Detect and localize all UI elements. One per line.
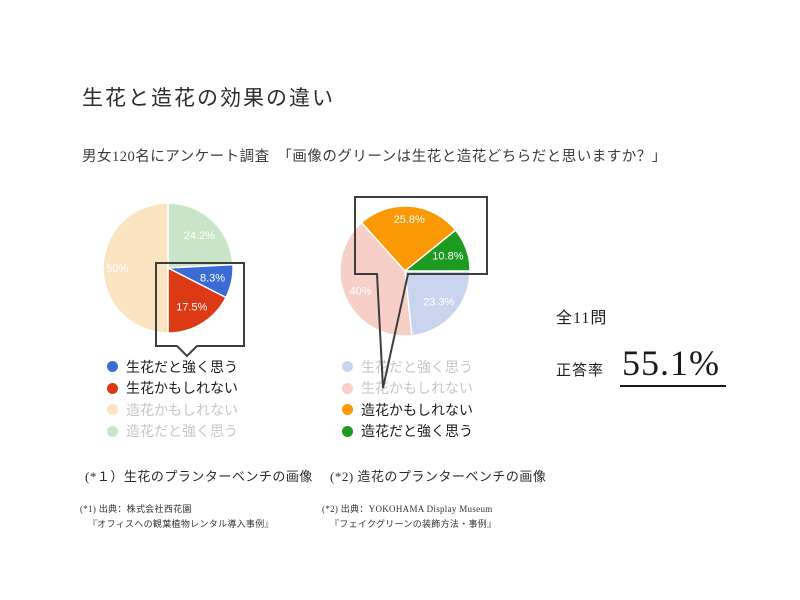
legend-label: 造花だと強く思う xyxy=(126,423,238,440)
legend-item: 造花だと強く思う xyxy=(107,421,238,443)
legend-dot xyxy=(342,382,353,394)
legend-label: 生花だと強く思う xyxy=(361,358,473,375)
footnote-line: (*2) 出典：YOKOHAMA Display Museum xyxy=(322,504,493,514)
legend-fresh-image: 生花だと強く思う 生花かもしれない 造花かもしれない 造花だと強く思う xyxy=(107,356,238,442)
correct-rate-label: 正答率 xyxy=(556,363,605,379)
legend-dot xyxy=(107,425,118,437)
correct-rate-block: 正答率 55.1% xyxy=(556,342,727,387)
pie-slice-value-label: 10.8% xyxy=(432,251,463,263)
legend-item: 造花かもしれない xyxy=(342,399,473,421)
legend-dot xyxy=(107,361,118,373)
legend-dot xyxy=(342,361,353,373)
footnote-source-right: (*2) 出典：YOKOHAMA Display Museum 『フェイクグリー… xyxy=(322,502,496,532)
legend-item: 造花かもしれない xyxy=(107,399,238,421)
legend-item: 生花だと強く思う xyxy=(342,356,473,378)
legend-dot xyxy=(342,425,353,437)
legend-dot xyxy=(342,404,353,416)
legend-label: 生花だと強く思う xyxy=(126,358,238,375)
caption-artificial-image: (*2) 造花のプランターベンチの画像 xyxy=(330,469,547,484)
pie-slice-value-label: 50% xyxy=(106,263,128,275)
legend-artificial-image: 生花だと強く思う 生花かもしれない 造花かもしれない 造花だと強く思う xyxy=(342,356,473,442)
pie-slice xyxy=(102,202,169,334)
footnote-line: 『オフィスへの観葉植物レンタル導入事例』 xyxy=(88,519,274,529)
footnote-source-left: (*1) 出典：株式会社西花園 『オフィスへの観葉植物レンタル導入事例』 xyxy=(80,502,274,532)
pie-slice-value-label: 40% xyxy=(349,286,371,298)
legend-item: 生花だと強く思う xyxy=(107,356,238,378)
legend-label: 生花かもしれない xyxy=(361,380,473,397)
pie-slice-value-label: 25.8% xyxy=(394,214,425,226)
legend-label: 造花かもしれない xyxy=(361,401,473,418)
legend-label: 生花かもしれない xyxy=(126,380,238,397)
pie-chart-fresh-image: 24.2% 8.3% 17.5% 50% xyxy=(102,202,234,334)
footnote-line: (*1) 出典：株式会社西花園 xyxy=(80,504,192,514)
legend-label: 造花かもしれない xyxy=(126,401,238,418)
total-questions-text: 全11問 xyxy=(556,310,608,327)
pie-slice-value-label: 17.5% xyxy=(176,302,207,314)
footnote-line: 『フェイクグリーンの装飾方法・事例』 xyxy=(330,519,497,529)
legend-label: 造花だと強く思う xyxy=(361,423,473,440)
survey-question-text: 男女120名にアンケート調査 「画像のグリーンは生花と造花どちらだと思いますか？… xyxy=(82,149,667,165)
pie-slice-value-label: 8.3% xyxy=(200,272,225,284)
page-title: 生花と造花の効果の違い xyxy=(82,86,335,110)
pie-chart-artificial-image: 23.3% 40% 25.8% 10.8% xyxy=(339,205,471,337)
pie-slice-value-label: 23.3% xyxy=(423,296,454,308)
legend-item: 生花かもしれない xyxy=(342,378,473,400)
correct-rate-value: 55.1% xyxy=(620,342,727,387)
legend-dot xyxy=(107,404,118,416)
pie-slice xyxy=(167,202,234,269)
caption-fresh-image: (*１）生花のプランターベンチの画像 xyxy=(85,469,313,484)
legend-dot xyxy=(107,382,118,394)
legend-item: 造花だと強く思う xyxy=(342,421,473,443)
legend-item: 生花かもしれない xyxy=(107,378,238,400)
pie-slice-value-label: 24.2% xyxy=(184,230,215,242)
